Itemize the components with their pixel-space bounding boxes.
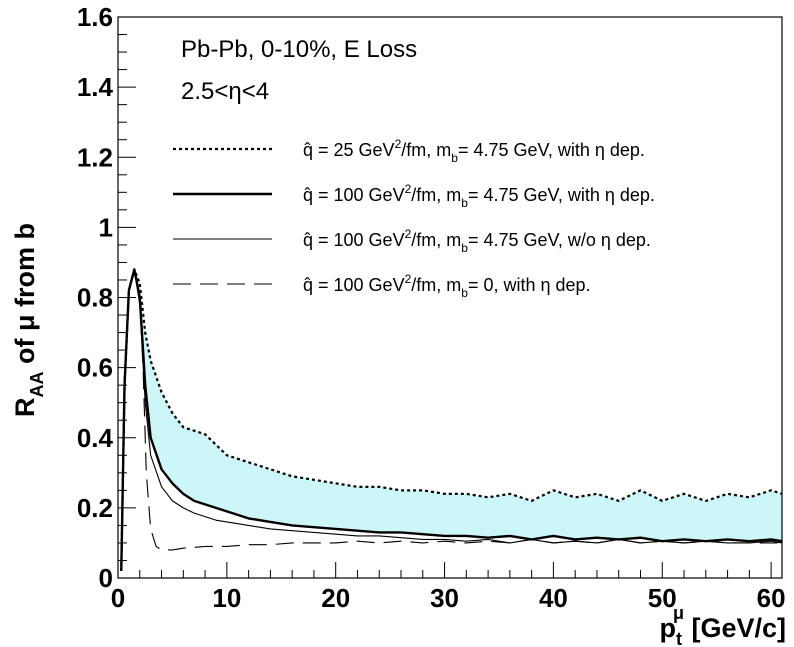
y-axis-title: RAA of μ from b (10, 223, 47, 417)
series-line-3 (120, 268, 783, 571)
x-axis-title-main: p (659, 613, 676, 643)
series-line-1 (120, 268, 783, 572)
series-line-2 (120, 268, 783, 572)
legend-label: q̂ = 25 GeV2/fm, mb= 4.75 GeV, with η de… (303, 137, 645, 165)
y-tick-label: 1.2 (77, 142, 113, 172)
x-tick-label: 0 (111, 583, 125, 613)
y-tick-label: 0.8 (77, 283, 113, 313)
x-axis-title-sup: μ (673, 603, 684, 623)
info-box: Pb-Pb, 0-10%, E Loss 2.5<η<4 (181, 36, 417, 105)
y-axis-title-rest: of μ from b (10, 223, 40, 372)
legend-label: q̂ = 100 GeV2/fm, mb= 4.75 GeV, with η d… (303, 182, 655, 210)
x-tick-label: 40 (539, 583, 568, 613)
svg-text:RAA of μ from b: RAA of μ from b (10, 223, 47, 417)
y-axis-title-main: R (10, 398, 40, 418)
legend-label: q̂ = 100 GeV2/fm, mb= 4.75 GeV, w/o η de… (303, 227, 651, 255)
y-tick-label: 1 (99, 212, 113, 242)
x-axis-title: ptμ [GeV/c] (659, 603, 786, 647)
x-tick-label: 50 (648, 583, 677, 613)
ticks-layer: 0 10 20 30 40 50 60 0 0.2 0.4 0.6 0.8 1 1.2 1.4 1.6 (77, 2, 786, 613)
shaded-band (134, 269, 782, 542)
x-tick-label: 60 (757, 583, 786, 613)
x-axis-title-unit: [GeV/c] (684, 613, 786, 643)
y-tick-label: 0.4 (77, 423, 114, 453)
y-tick-label: 1.4 (77, 72, 114, 102)
legend-label: q̂ = 100 GeV2/fm, mb= 0, with η dep. (303, 272, 591, 300)
legend: q̂ = 25 GeV2/fm, mb= 4.75 GeV, with η de… (173, 137, 655, 300)
y-axis-title-sub: AA (27, 372, 47, 398)
x-tick-label: 10 (212, 583, 241, 613)
info-text-line: 2.5<η<4 (181, 78, 269, 105)
y-tick-label: 0 (99, 563, 113, 593)
band-layer (134, 269, 782, 542)
series-line-4 (120, 268, 782, 571)
curves-layer (120, 268, 783, 572)
info-text-line: Pb-Pb, 0-10%, E Loss (181, 36, 417, 63)
x-tick-label: 20 (321, 583, 350, 613)
y-tick-label: 0.2 (77, 493, 113, 523)
svg-text:ptμ [GeV/c]: ptμ [GeV/c] (659, 603, 786, 647)
y-tick-label: 0.6 (77, 353, 113, 383)
x-tick-label: 30 (430, 583, 459, 613)
y-tick-label: 1.6 (77, 2, 113, 32)
x-axis-title-sub: t (676, 629, 682, 647)
